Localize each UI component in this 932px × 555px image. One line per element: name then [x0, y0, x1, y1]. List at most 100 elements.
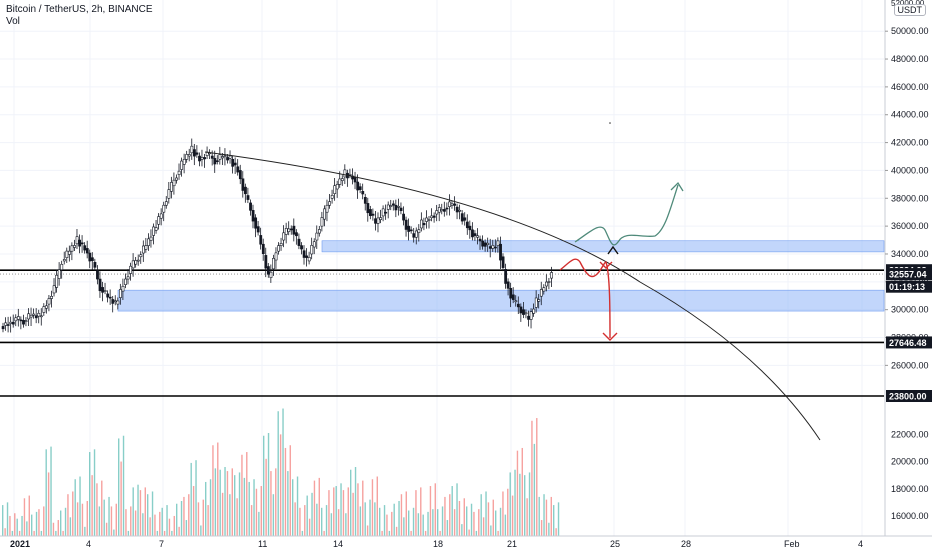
volume-bar [395, 526, 398, 536]
candle-body [545, 281, 548, 287]
volume-bar [313, 480, 316, 536]
volume-bar [466, 506, 468, 536]
candle-body [465, 221, 469, 229]
volume-bar [398, 501, 400, 536]
volume-bar [156, 530, 159, 536]
volume-bar [118, 438, 120, 536]
candle-body [524, 312, 528, 315]
bullish-projection[interactable] [574, 184, 679, 246]
volume-bar [381, 530, 383, 536]
volume-bar [110, 506, 113, 536]
candle-body [233, 162, 237, 166]
candle-body [152, 226, 156, 236]
volume-bar [490, 525, 492, 536]
candle-body [478, 238, 482, 242]
volume-bar [81, 503, 84, 536]
volume-bar [511, 495, 514, 536]
volume-bar [263, 435, 265, 536]
candle-body [481, 240, 485, 247]
volume-bar [550, 496, 552, 536]
candle-body [4, 322, 8, 326]
price-tick-label: 26000.00 [891, 360, 929, 370]
volume-bar [456, 483, 458, 536]
candle-body [527, 315, 530, 320]
candle-body [136, 259, 140, 262]
volume-bar [446, 520, 449, 536]
volume-bar [451, 486, 453, 536]
candle-body [399, 207, 403, 212]
candle-body [300, 245, 303, 250]
volume-bar [212, 445, 214, 536]
volume-bar [183, 496, 185, 536]
price-tag-label: 01:19:13 [889, 282, 925, 292]
volume-bar [482, 517, 485, 536]
volume-bar [533, 443, 536, 536]
volume-bar [55, 530, 57, 536]
candle-body [34, 315, 38, 319]
candle-body [116, 300, 120, 305]
support-resistance-zone[interactable] [117, 289, 885, 312]
volume-bar [434, 483, 436, 536]
currency-badge[interactable]: USDT [893, 4, 926, 16]
volume-bar [103, 499, 105, 536]
volume-bar [308, 518, 311, 536]
volume-tick-label: 20000.00 [891, 457, 929, 467]
candle-body [244, 186, 247, 195]
candle-body [509, 288, 513, 299]
volume-bar [371, 479, 374, 536]
bearish-marker [599, 261, 613, 269]
candle-body [256, 226, 260, 233]
bearish-projection[interactable] [559, 258, 611, 339]
volume-bar [84, 526, 86, 536]
volume-bar [178, 526, 180, 536]
candle-body [164, 201, 168, 206]
volume-bar [16, 518, 18, 536]
candle-body [340, 178, 344, 181]
volume-bar [301, 530, 304, 536]
candle-body [494, 246, 497, 249]
volume-bar [318, 477, 320, 536]
candle-body [119, 289, 122, 298]
candle-body [486, 242, 490, 245]
candle-body [39, 315, 43, 318]
volume-bar [142, 513, 144, 536]
volume-bar [352, 492, 354, 536]
candle-body [409, 229, 413, 232]
candle-body [389, 205, 393, 207]
candle-body [274, 252, 278, 261]
bullish-marker [607, 245, 619, 255]
volume-bar [514, 469, 516, 536]
volume-bar [89, 452, 91, 536]
volume-bar [176, 503, 178, 536]
candle-body [193, 149, 196, 157]
volume-bar [154, 514, 156, 536]
volume-bar [420, 487, 422, 536]
candle-body [144, 245, 148, 250]
candle-body [542, 287, 546, 292]
volume-bar [555, 528, 557, 536]
candle-body [279, 243, 283, 246]
volume-bar [330, 513, 333, 536]
volume-bar [69, 517, 72, 536]
candle-body [266, 266, 270, 275]
volume-bar [166, 505, 168, 536]
volume-bar [400, 494, 403, 536]
candle-body [335, 184, 339, 190]
candle-body [180, 160, 184, 170]
volume-bar [255, 488, 258, 536]
candle-body [6, 324, 10, 326]
volume-bar [531, 420, 533, 536]
candle-body [514, 300, 518, 303]
time-tick-label: 21 [507, 539, 517, 549]
support-resistance-zone[interactable] [321, 240, 885, 253]
volume-bar [28, 495, 30, 536]
volume-bar [526, 498, 528, 536]
candle-body [162, 204, 166, 213]
candle-body [376, 217, 380, 224]
candle-body [302, 250, 306, 258]
trend-arc[interactable] [204, 151, 821, 441]
volume-bar [115, 503, 117, 536]
price-tag-box [886, 390, 932, 402]
